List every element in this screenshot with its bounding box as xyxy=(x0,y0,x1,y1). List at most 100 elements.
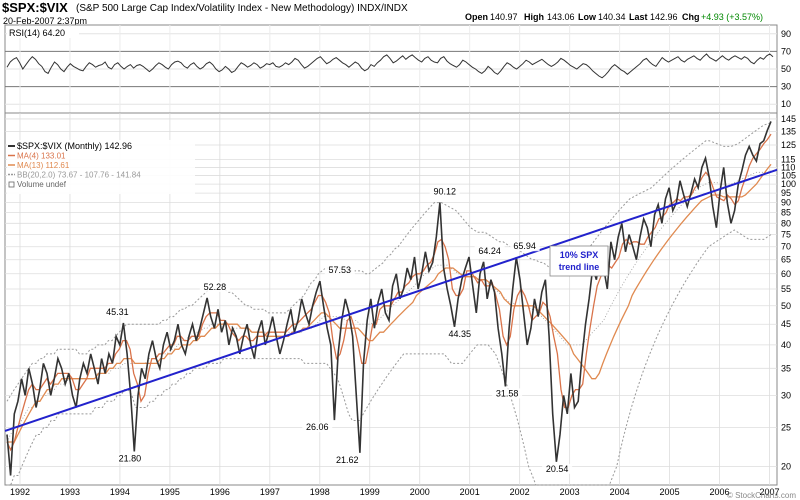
series-layer xyxy=(6,121,772,486)
quote-high-label: High xyxy=(524,12,544,22)
value-label-bg xyxy=(542,463,573,474)
quote-last-label: Last xyxy=(629,12,648,22)
rsi-label: RSI(14) 64.20 xyxy=(9,28,65,38)
rsi-tick-label: 50 xyxy=(781,64,791,74)
y-tick-label: 75 xyxy=(781,230,791,240)
value-label: 57.53 xyxy=(329,265,352,275)
rsi-grid xyxy=(5,25,777,113)
y-tick-label: 95 xyxy=(781,188,791,198)
y-tick-label: 125 xyxy=(781,140,796,150)
value-label-bg xyxy=(492,388,523,399)
x-tick-label: 1996 xyxy=(210,487,230,497)
y-tick-label: 30 xyxy=(781,390,791,400)
rsi-tick-label: 10 xyxy=(781,99,791,109)
y-tick-label: 40 xyxy=(781,340,791,350)
x-tick-label: 2000 xyxy=(410,487,430,497)
x-tick-label: 2006 xyxy=(710,487,730,497)
chart-date: 20-Feb-2007 2:37pm xyxy=(3,16,87,26)
value-label: 65.94 xyxy=(513,241,536,251)
y-tick-label: 110 xyxy=(781,162,795,172)
y-tick-label: 80 xyxy=(781,218,791,228)
trend-line xyxy=(4,168,778,432)
value-label: 26.06 xyxy=(306,422,329,432)
rsi-tick-label: 70 xyxy=(781,46,791,56)
x-tick-label: 2003 xyxy=(560,487,580,497)
quote-open-label: Open xyxy=(465,12,488,22)
value-label-bg xyxy=(332,454,363,465)
rsi-tick-labels: 90 70 50 30 10 xyxy=(781,29,791,109)
quote-last: 142.96 xyxy=(650,12,678,22)
value-label: 52.28 xyxy=(204,282,227,292)
x-tick-label: 2007 xyxy=(759,487,779,497)
legend-entry-bb: BB(20,2.0) 73.67 - 107.76 - 141.84 xyxy=(17,171,141,180)
rsi-line xyxy=(6,53,774,79)
chart-symbol: $SPX:$VIX xyxy=(2,0,68,15)
value-label: 21.80 xyxy=(119,453,142,463)
legend-entry-ma4: MA(4) 133.01 xyxy=(17,152,66,161)
value-label-bg xyxy=(302,422,333,433)
y-tick-label: 85 xyxy=(781,208,791,218)
y-tick-label: 55 xyxy=(781,284,791,294)
watermark: © StockCharts.com xyxy=(727,491,796,500)
x-tick-label: 1993 xyxy=(60,487,80,497)
annotation-text: 10% SPX trend line xyxy=(559,250,600,272)
legend-entry-vol: Volume undef xyxy=(17,180,67,189)
quote-low: 140.34 xyxy=(598,12,626,22)
y-tick-label: 90 xyxy=(781,198,791,208)
rsi-label-bg xyxy=(7,27,79,38)
y-tick-label: 70 xyxy=(781,242,791,252)
value-label-bg xyxy=(324,265,355,276)
value-labels: 45.31 21.80 52.28 26.06 57.53 21.62 90.12 44.35… xyxy=(102,186,573,474)
bb-upper-line xyxy=(6,122,772,402)
legend-bg xyxy=(7,140,195,194)
y-tick-label: 35 xyxy=(781,363,791,373)
y-tick-labels: 2025303540455055606570758085909510010511… xyxy=(781,114,796,472)
rsi-tick-label: 30 xyxy=(781,82,791,92)
y-tick-label: 145 xyxy=(781,114,796,124)
y-tick-label: 50 xyxy=(781,301,791,311)
legend-entry-price: $SPX:$VIX (Monthly) 142.96 xyxy=(17,141,132,151)
value-label: 44.35 xyxy=(448,329,471,339)
value-label-bg xyxy=(429,186,460,197)
rsi-tick-label: 90 xyxy=(781,29,791,39)
value-label-bg xyxy=(509,241,540,252)
price-line xyxy=(6,121,772,476)
y-tick-label: 60 xyxy=(781,269,791,279)
chart-description: (S&P 500 Large Cap Index/Volatility Inde… xyxy=(76,3,408,14)
bb-lower-line xyxy=(7,229,772,486)
value-label: 45.31 xyxy=(106,307,129,317)
x-tick-label: 1999 xyxy=(360,487,380,497)
x-tick-label: 1998 xyxy=(310,487,330,497)
quote-high: 143.06 xyxy=(547,12,575,22)
x-tick-label: 1992 xyxy=(10,487,30,497)
value-label-bg xyxy=(474,245,505,256)
ma4-line xyxy=(6,133,772,452)
y-tick-label: 20 xyxy=(781,462,791,472)
x-tick-label: 2002 xyxy=(510,487,530,497)
x-tick-label: 2004 xyxy=(610,487,630,497)
annotation-box xyxy=(549,245,609,277)
quote-open: 140.97 xyxy=(490,12,518,22)
value-label: 20.54 xyxy=(546,464,569,474)
ma13-line xyxy=(7,163,772,443)
value-label-bg xyxy=(114,453,145,464)
x-tick-labels: 1992 1993 1994 1995 1996 1997 1998 1999 2000 2001… xyxy=(10,487,780,497)
rsi-panel: 90 70 50 30 10 RSI(14) 64.20 xyxy=(4,24,791,114)
x-tick-label: 1995 xyxy=(160,487,180,497)
value-label-bg xyxy=(102,307,133,318)
x-tick-label: 2005 xyxy=(660,487,680,497)
value-label-bg xyxy=(444,328,475,339)
y-tick-label: 65 xyxy=(781,255,791,265)
y-tick-label: 135 xyxy=(781,126,796,136)
legend-entry-ma13: MA(13) 112.61 xyxy=(17,161,70,170)
value-label: 21.62 xyxy=(336,455,359,465)
value-label: 90.12 xyxy=(433,186,456,196)
value-label-bg xyxy=(199,281,230,292)
y-tick-label: 100 xyxy=(781,179,796,189)
y-tick-label: 105 xyxy=(781,171,796,181)
x-tick-label: 2001 xyxy=(460,487,480,497)
x-tick-label: 1997 xyxy=(260,487,280,497)
quote-low-label: Low xyxy=(578,12,597,22)
